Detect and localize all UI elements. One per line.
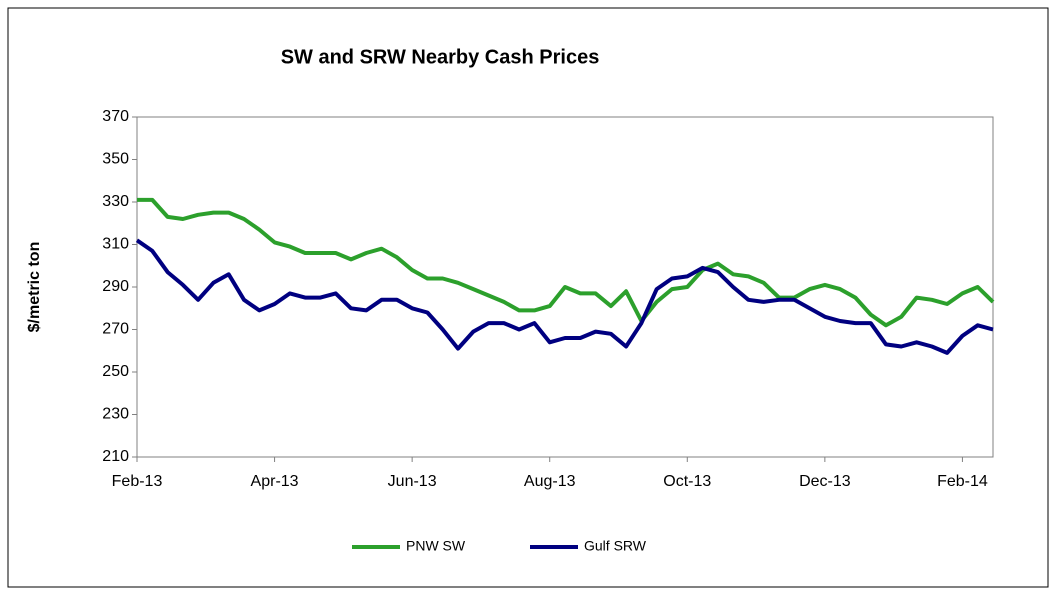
x-tick-label: Apr-13 (251, 473, 299, 490)
y-axis-label: $/metric ton (26, 242, 43, 333)
y-tick-label: 270 (102, 321, 129, 338)
line-series (137, 197, 995, 328)
y-tick-label: 310 (102, 236, 129, 253)
y-tick-label: 350 (102, 151, 129, 168)
x-tick-label: Jun-13 (388, 473, 437, 490)
chart-title: SW and SRW Nearby Cash Prices (281, 46, 600, 68)
x-tick-label: Aug-13 (524, 473, 576, 490)
line-series (135, 238, 994, 355)
y-tick-label: 290 (102, 278, 129, 295)
y-tick-label: 330 (102, 193, 129, 210)
legend-label: Gulf SRW (584, 538, 647, 554)
x-tick-label: Feb-14 (937, 473, 988, 490)
x-tick-label: Oct-13 (663, 473, 711, 490)
chart-border (7, 7, 1049, 588)
legend-label: PNW SW (406, 538, 466, 554)
y-tick-label: 210 (102, 448, 129, 465)
y-tick-label: 230 (102, 406, 129, 423)
x-tick-label: Feb-13 (112, 473, 163, 490)
x-tick-label: Dec-13 (799, 473, 851, 490)
y-tick-label: 250 (102, 363, 129, 380)
y-tick-label: 370 (102, 108, 129, 125)
